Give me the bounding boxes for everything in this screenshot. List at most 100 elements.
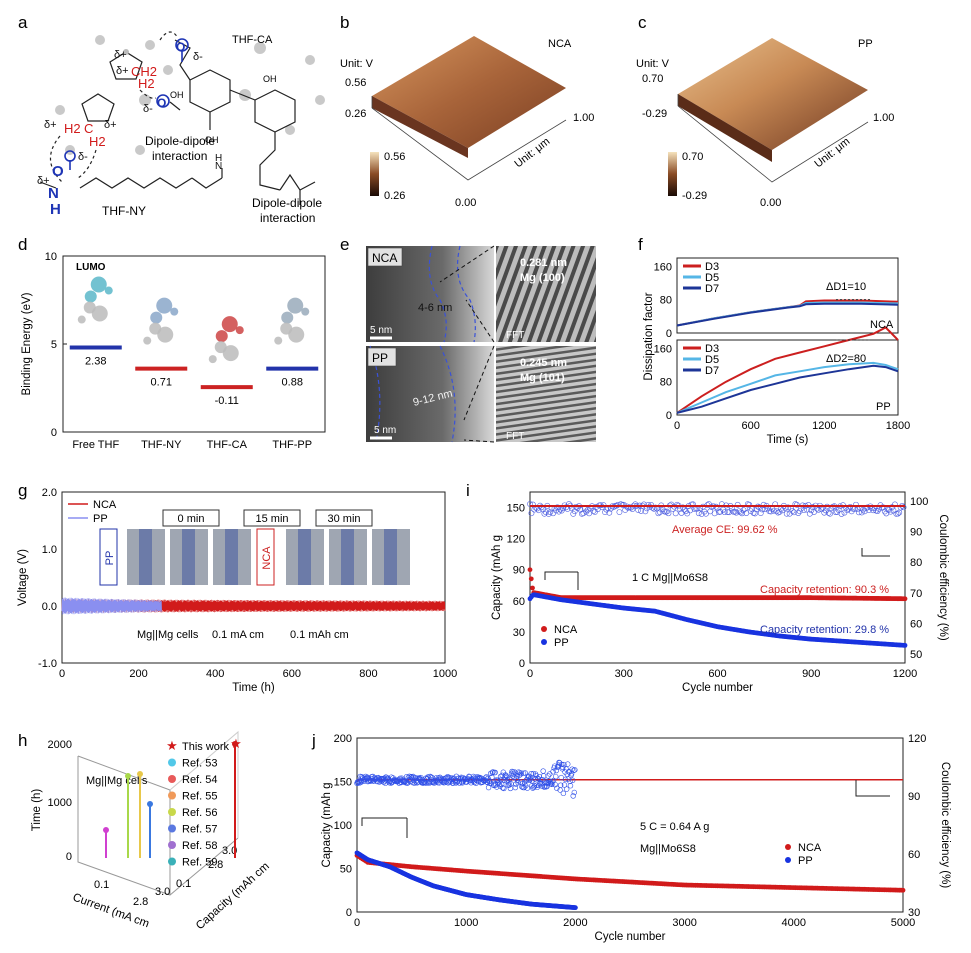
f-xtick: 1800 [886,420,910,432]
b-zmax: 0.56 [345,77,366,89]
panel-g: g -1.0 0.0 1.0 2.0 0 200 400 600 800 1000 Time (h)… [17,481,457,694]
g-time-label: 30 min [327,513,360,525]
panel-h-label: h [18,731,27,750]
j-ce-point [560,790,567,797]
f-ytick-top: 80 [660,295,672,307]
i-ytick: 120 [507,534,525,546]
h-title: Mg||Mg cells [86,775,148,787]
i-ce-point [734,501,741,508]
i-ce-point [783,510,790,517]
i-ce-point [827,510,833,517]
h-legend-swatch [168,775,176,783]
j-ce-point [569,777,576,784]
i-ce-point [584,507,591,513]
orbital-blob [214,341,227,354]
i-ytick-r: 90 [910,527,922,539]
h-legend-swatch [168,857,176,866]
i-ytick-r: 70 [910,588,922,600]
j-ce-point [560,764,566,771]
i-ytick-r: 80 [910,557,922,569]
j-ce-point [553,773,559,780]
j-ce-point [432,777,438,784]
j-ce-point [440,779,446,785]
j-ce-point [557,782,564,788]
i-xtick: 600 [708,668,726,680]
c-sample: PP [858,38,873,50]
tem-nca-tag [367,247,403,267]
j-point-PP [573,905,578,911]
i-ce-point [577,506,584,513]
i-point-PP [902,642,908,648]
e-fft2: FFT [506,431,524,442]
f-xlabel: Time (s) [767,434,809,446]
i-ce-point [752,510,758,517]
g-photo-strip [298,529,311,585]
h-legend-label: This work [182,741,230,753]
f-series-bottom-D5 [676,361,899,414]
orbital-blob [90,276,107,293]
i-ce-point [844,507,851,514]
oh-label-3: OH [205,135,219,145]
e-nca-d: 0.281 nm [520,257,567,269]
h-xtick: 3.0 [155,886,170,898]
delta-plus-left1: δ+ [44,119,57,131]
i-ce-point [642,508,649,515]
f-legend-label: D7 [705,283,719,295]
g-inset-pp-box [99,528,118,586]
nca-boundary1 [428,245,447,343]
h-legend-swatch [168,791,176,800]
i-ce-point [668,501,675,508]
e-nca-mg: Mg (100) [520,272,565,284]
panel-a: a CH2 H2 H2 C H2 [18,13,325,225]
j-ce-point [569,766,575,772]
j-ytick-r: 120 [908,733,926,745]
c-cbmin: -0.29 [682,190,707,202]
i-legend-label: PP [554,637,569,649]
orbital-blob [274,336,283,345]
pp-boundary2 [439,345,456,443]
i-ce-point [545,511,552,517]
j-ce-point [539,777,546,783]
c-cbmax: 0.70 [682,151,703,163]
j-ce-point [549,778,556,785]
i-ce-point [655,510,662,517]
i-ce-point [672,510,679,517]
d-value-label: 0.88 [282,377,303,389]
j-ytick: 50 [340,864,352,876]
j-ce-point [563,766,569,772]
orbital-blob [235,326,244,335]
i-ce-point [808,507,815,514]
h-ny-right: H [215,153,222,164]
i-ytick: 30 [513,627,525,639]
h-legend-swatch [168,808,176,816]
i-ce-point [711,510,718,517]
i-ce-point [674,501,681,508]
g-time-box [243,509,301,527]
g-ylabel: Voltage (V) [17,549,29,606]
h-legend-label: Ref. 58 [182,840,217,852]
h-stem-top [232,741,238,747]
orbital-blob [221,316,238,333]
g-xtick: 0 [59,668,65,680]
h-stem-top [137,771,143,777]
j-ytick-r: 30 [908,907,920,919]
d-value-label: 2.38 [85,356,106,368]
e-nca: NCA [372,251,397,265]
h-stem-top [125,773,131,779]
g-time-label: 0 min [178,513,205,525]
i-ce-point [730,508,737,515]
panel-j: j 0 50 100 150 200 30 60 90 120 0 1000 2000 3000 4000… [311,731,951,943]
j-legend-swatch [785,844,791,850]
g-ytick: 2.0 [42,487,57,499]
c-left-label: C [84,121,93,136]
j-xtick: 3000 [672,917,696,929]
i-ce-point [681,506,688,513]
h-xtick: 0.1 [94,879,109,891]
g-photo-strip [182,529,195,585]
j-ce-point [518,770,525,776]
h-stem-top [147,801,153,807]
i-point-NCA [528,576,534,582]
c-x0: 0.00 [760,197,781,209]
